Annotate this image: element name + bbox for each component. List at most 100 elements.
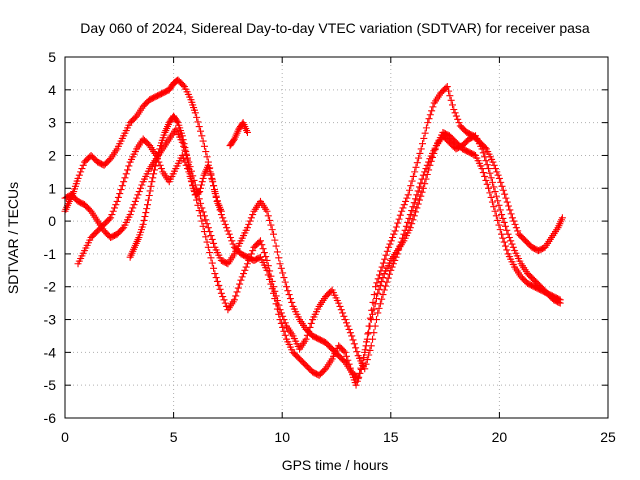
data-point (443, 83, 451, 91)
series-track-3 (74, 132, 564, 373)
data-point (206, 168, 214, 176)
data-point (266, 216, 274, 224)
data-point (412, 208, 420, 216)
data-point (215, 281, 223, 289)
data-point (371, 322, 379, 330)
data-point (505, 234, 513, 241)
data-point (447, 96, 455, 104)
data-point (144, 196, 152, 204)
data-point (267, 221, 275, 229)
data-point (494, 171, 502, 179)
data-point (478, 165, 486, 173)
y-tick-label: -5 (44, 377, 57, 393)
data-point (428, 107, 436, 115)
data-point (246, 253, 254, 261)
data-point (485, 165, 493, 173)
data-point (376, 300, 384, 308)
data-point (273, 248, 281, 256)
data-point (396, 211, 404, 219)
data-point (268, 277, 276, 285)
data-point (417, 179, 425, 187)
data-point (204, 224, 212, 232)
data-point (272, 292, 280, 300)
data-point (200, 142, 208, 150)
data-point (482, 176, 490, 184)
data-point (345, 325, 353, 333)
data-point (392, 223, 400, 231)
data-point (120, 178, 128, 186)
y-tick-label: 4 (48, 82, 56, 98)
data-point (264, 262, 272, 270)
data-point (445, 87, 453, 95)
data-point (75, 171, 83, 179)
data-point (302, 335, 310, 343)
data-point (339, 309, 347, 317)
data-point (156, 145, 164, 153)
data-point (196, 188, 204, 196)
data-point (246, 217, 254, 225)
data-point (387, 266, 395, 274)
data-point (419, 184, 427, 192)
data-point (202, 148, 210, 156)
data-point (505, 202, 513, 210)
data-point (419, 140, 427, 148)
data-point (247, 250, 255, 258)
data-point (280, 274, 288, 282)
data-point (212, 193, 220, 201)
data-point (490, 161, 498, 169)
data-point (259, 245, 267, 253)
data-point (508, 240, 516, 248)
data-point (74, 174, 82, 182)
data-point (185, 165, 193, 173)
data-point (183, 151, 191, 159)
y-tick-label: 3 (48, 115, 56, 131)
data-point (272, 242, 280, 250)
data-point (219, 293, 227, 301)
data-point (127, 207, 135, 215)
data-point (133, 194, 141, 202)
data-point (179, 136, 187, 144)
data-point (367, 342, 375, 350)
data-point (303, 331, 311, 339)
data-point (508, 214, 516, 222)
data-point (499, 214, 507, 222)
plot-frame (64, 56, 609, 419)
data-point (406, 224, 414, 232)
data-point (178, 132, 186, 140)
data-point (405, 214, 413, 222)
data-point (409, 172, 417, 180)
data-point (496, 226, 504, 234)
data-point (378, 263, 386, 271)
data-point (488, 178, 496, 186)
data-point (494, 216, 502, 224)
data-point (379, 291, 387, 299)
data-point (262, 253, 270, 261)
data-point (207, 171, 215, 179)
data-point (256, 237, 264, 245)
data-point (558, 214, 566, 222)
data-point (139, 220, 147, 228)
data-point (195, 207, 203, 215)
data-point (341, 348, 349, 356)
data-point (346, 329, 354, 337)
data-point (184, 156, 192, 164)
data-point (200, 228, 208, 236)
data-point (194, 201, 202, 209)
data-point (369, 335, 377, 343)
data-point (142, 209, 150, 217)
data-point (370, 291, 378, 299)
data-point (407, 182, 415, 190)
data-point (503, 198, 511, 206)
data-point (245, 220, 253, 228)
data-point (124, 166, 132, 174)
data-point (125, 162, 133, 170)
data-point (229, 240, 237, 248)
data-point (78, 165, 86, 173)
data-point (279, 269, 287, 277)
data-point (385, 243, 393, 251)
data-point (203, 153, 211, 161)
y-axis-label: SDTVAR / TECUs (5, 182, 21, 294)
data-point (116, 190, 124, 198)
data-point (225, 230, 233, 238)
y-tick-label: 0 (48, 213, 56, 229)
